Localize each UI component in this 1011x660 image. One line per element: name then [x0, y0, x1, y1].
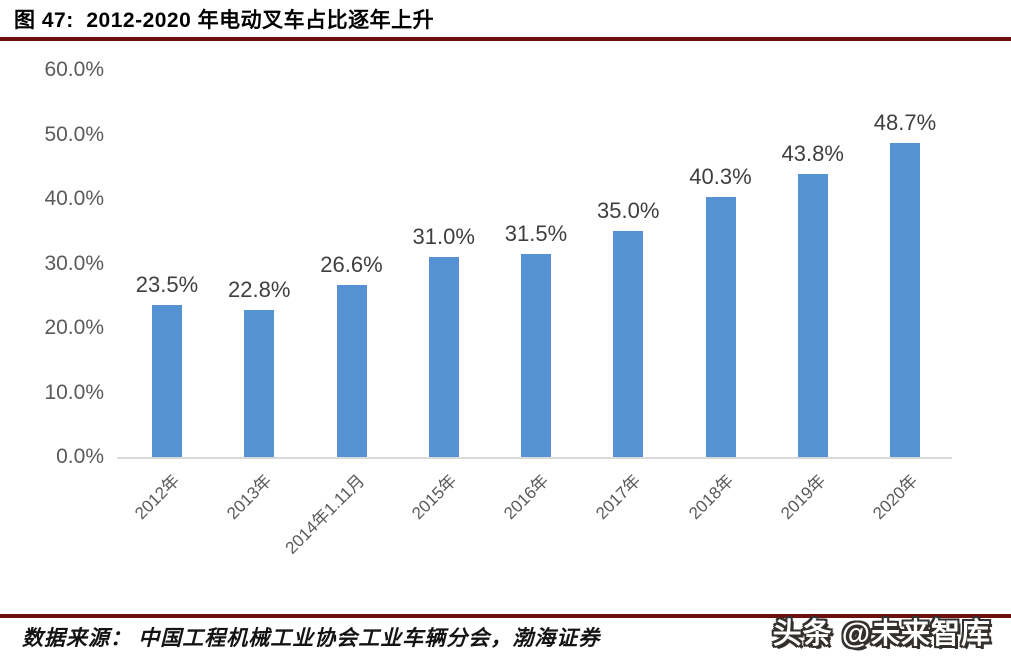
- x-axis-label: 2013年: [223, 470, 276, 524]
- x-axis-line: [117, 457, 952, 459]
- bar-value-label: 31.5%: [504, 221, 568, 246]
- y-axis-tick-label: 60.0%: [44, 58, 104, 81]
- y-axis-tick-label: 30.0%: [44, 251, 104, 275]
- bar-value-label: 48.7%: [873, 110, 937, 135]
- x-axis-label: 2014年1.11月: [281, 470, 368, 558]
- y-axis-tick-label: 40.0%: [44, 187, 104, 210]
- chart-bar: [705, 197, 736, 457]
- bar-value-label: 26.6%: [320, 252, 383, 277]
- x-axis-label: 2015年: [407, 470, 461, 524]
- watermark-toutiao-weilaizhiku: 头条 @未来智库: [772, 618, 991, 650]
- bottom-divider-rule: [0, 614, 1011, 618]
- bar-value-label: 22.8%: [228, 277, 291, 302]
- x-axis-label: 2017年: [592, 470, 645, 524]
- data-source-note: 数据来源： 中国工程机械工业协会工业车辆分会，渤海证券: [22, 626, 601, 650]
- x-axis-label: 2016年: [500, 470, 553, 524]
- bar-value-label: 31.0%: [412, 224, 475, 249]
- x-axis-label: 2019年: [776, 470, 830, 524]
- figure-title: 图 47: 2012-2020 年电动叉车占比逐年上升: [14, 9, 435, 32]
- chart-bar: [244, 310, 275, 457]
- y-axis-tick-label: 50.0%: [44, 122, 104, 146]
- x-axis-label: 2020年: [869, 470, 922, 524]
- chart-bar: [336, 285, 367, 457]
- y-axis-tick-label: 0.0%: [56, 445, 104, 468]
- x-axis-label: 2018年: [684, 470, 737, 524]
- y-axis-tick-label: 10.0%: [44, 380, 104, 404]
- bar-value-label: 40.3%: [689, 164, 752, 189]
- chart-bar: [890, 143, 920, 457]
- x-axis-label: 2012年: [131, 470, 184, 524]
- chart-bar: [797, 174, 828, 457]
- bar-value-label: 23.5%: [135, 272, 199, 297]
- chart-bar: [152, 305, 182, 457]
- bar-value-label: 35.0%: [597, 198, 660, 223]
- chart-bar: [613, 231, 644, 457]
- chart-bar: [428, 257, 459, 457]
- bar-value-label: 43.8%: [781, 141, 844, 166]
- y-axis-tick-label: 20.0%: [44, 316, 104, 339]
- top-divider-rule: [0, 37, 1011, 41]
- chart-bar: [521, 254, 551, 457]
